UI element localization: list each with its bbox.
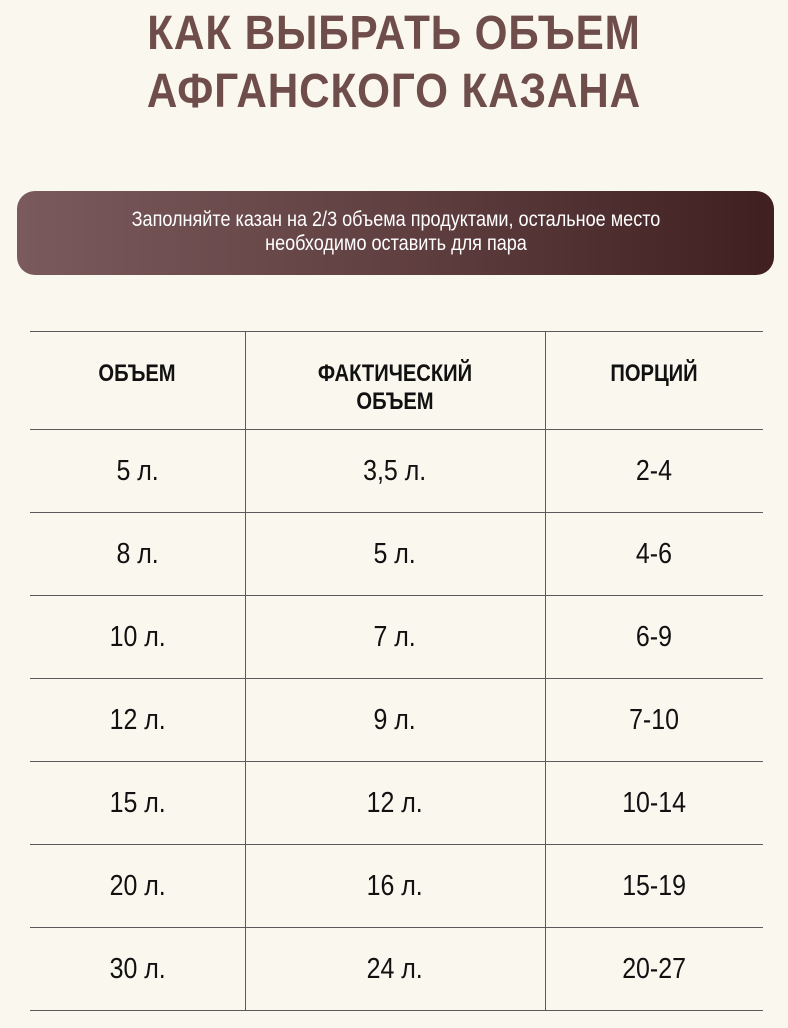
cell-actual-volume: 5 л. [245,512,546,596]
cell-portions-value: 15-19 [622,869,687,902]
cell-volume-value: 8 л. [116,537,159,570]
cell-actual-volume-value: 5 л. [373,537,417,570]
cell-volume: 5 л. [30,429,246,513]
cell-portions: 7-10 [545,678,763,762]
cell-volume: 30 л. [30,927,246,1011]
cell-portions-value: 10-14 [622,786,687,819]
cell-actual-volume-value: 3,5 л. [363,454,427,487]
cell-actual-volume-value: 9 л. [373,703,417,736]
table-row: 10 л. 7 л. 6-9 [30,595,763,679]
page-title-line-1: КАК ВЫБРАТЬ ОБЪЕМ [147,7,641,60]
cell-volume: 12 л. [30,678,246,762]
cell-volume-value: 10 л. [109,620,166,653]
cell-volume: 15 л. [30,761,246,845]
table-row: 30 л. 24 л. 20-27 [30,927,763,1011]
tip-banner-text: Заполняйте казан на 2/3 объема продуктам… [43,208,748,256]
header-portions-label: ПОРЦИЙ [610,360,698,387]
tip-banner-line-1: Заполняйте казан на 2/3 объема продуктам… [131,208,661,231]
cell-actual-volume-value: 7 л. [373,620,417,653]
cell-portions: 2-4 [545,429,763,513]
cell-actual-volume-value: 12 л. [366,786,424,819]
cell-portions-value: 20-27 [622,952,687,985]
cell-actual-volume: 3,5 л. [245,429,546,513]
cell-actual-volume: 16 л. [245,844,546,928]
cell-volume-value: 5 л. [116,454,159,487]
cell-actual-volume-value: 16 л. [366,869,424,902]
cell-volume: 10 л. [30,595,246,679]
cell-actual-volume-value: 24 л. [366,952,424,985]
cell-volume-value: 15 л. [109,786,166,819]
table-row: 20 л. 16 л. 15-19 [30,844,763,928]
cell-portions: 20-27 [545,927,763,1011]
cell-volume: 8 л. [30,512,246,596]
cell-portions: 4-6 [545,512,763,596]
cell-actual-volume: 9 л. [245,678,546,762]
page-title-line-2: АФГАНСКОГО КАЗАНА [146,65,642,118]
cell-portions-value: 7-10 [629,703,680,736]
volume-table: ОБЪЕМ ФАКТИЧЕСКИЙ ОБЪЕМ ПОРЦИЙ 5 л. 3,5 … [30,331,763,1011]
cell-portions-value: 6-9 [636,620,673,653]
cell-portions: 6-9 [545,595,763,679]
header-actual-volume-label: ФАКТИЧЕСКИЙ ОБЪЕМ [317,360,473,415]
cell-portions: 10-14 [545,761,763,845]
table-row: 8 л. 5 л. 4-6 [30,512,763,596]
cell-portions-value: 2-4 [636,454,673,487]
cell-volume: 20 л. [30,844,246,928]
header-volume: ОБЪЕМ [30,331,246,430]
table-header-row: ОБЪЕМ ФАКТИЧЕСКИЙ ОБЪЕМ ПОРЦИЙ [30,331,763,430]
cell-actual-volume: 12 л. [245,761,546,845]
cell-actual-volume: 7 л. [245,595,546,679]
cell-volume-value: 12 л. [109,703,166,736]
table-row: 5 л. 3,5 л. 2-4 [30,429,763,513]
header-portions: ПОРЦИЙ [545,331,763,430]
cell-portions: 15-19 [545,844,763,928]
header-actual-volume: ФАКТИЧЕСКИЙ ОБЪЕМ [245,331,546,430]
cell-volume-value: 20 л. [109,869,166,902]
cell-portions-value: 4-6 [636,537,673,570]
tip-banner: Заполняйте казан на 2/3 объема продуктам… [17,191,774,275]
cell-volume-value: 30 л. [109,952,166,985]
table-row: 12 л. 9 л. 7-10 [30,678,763,762]
tip-banner-line-2: необходимо оставить для пара [265,232,527,255]
header-volume-label: ОБЪЕМ [98,360,176,387]
table-row: 15 л. 12 л. 10-14 [30,761,763,845]
cell-actual-volume: 24 л. [245,927,546,1011]
